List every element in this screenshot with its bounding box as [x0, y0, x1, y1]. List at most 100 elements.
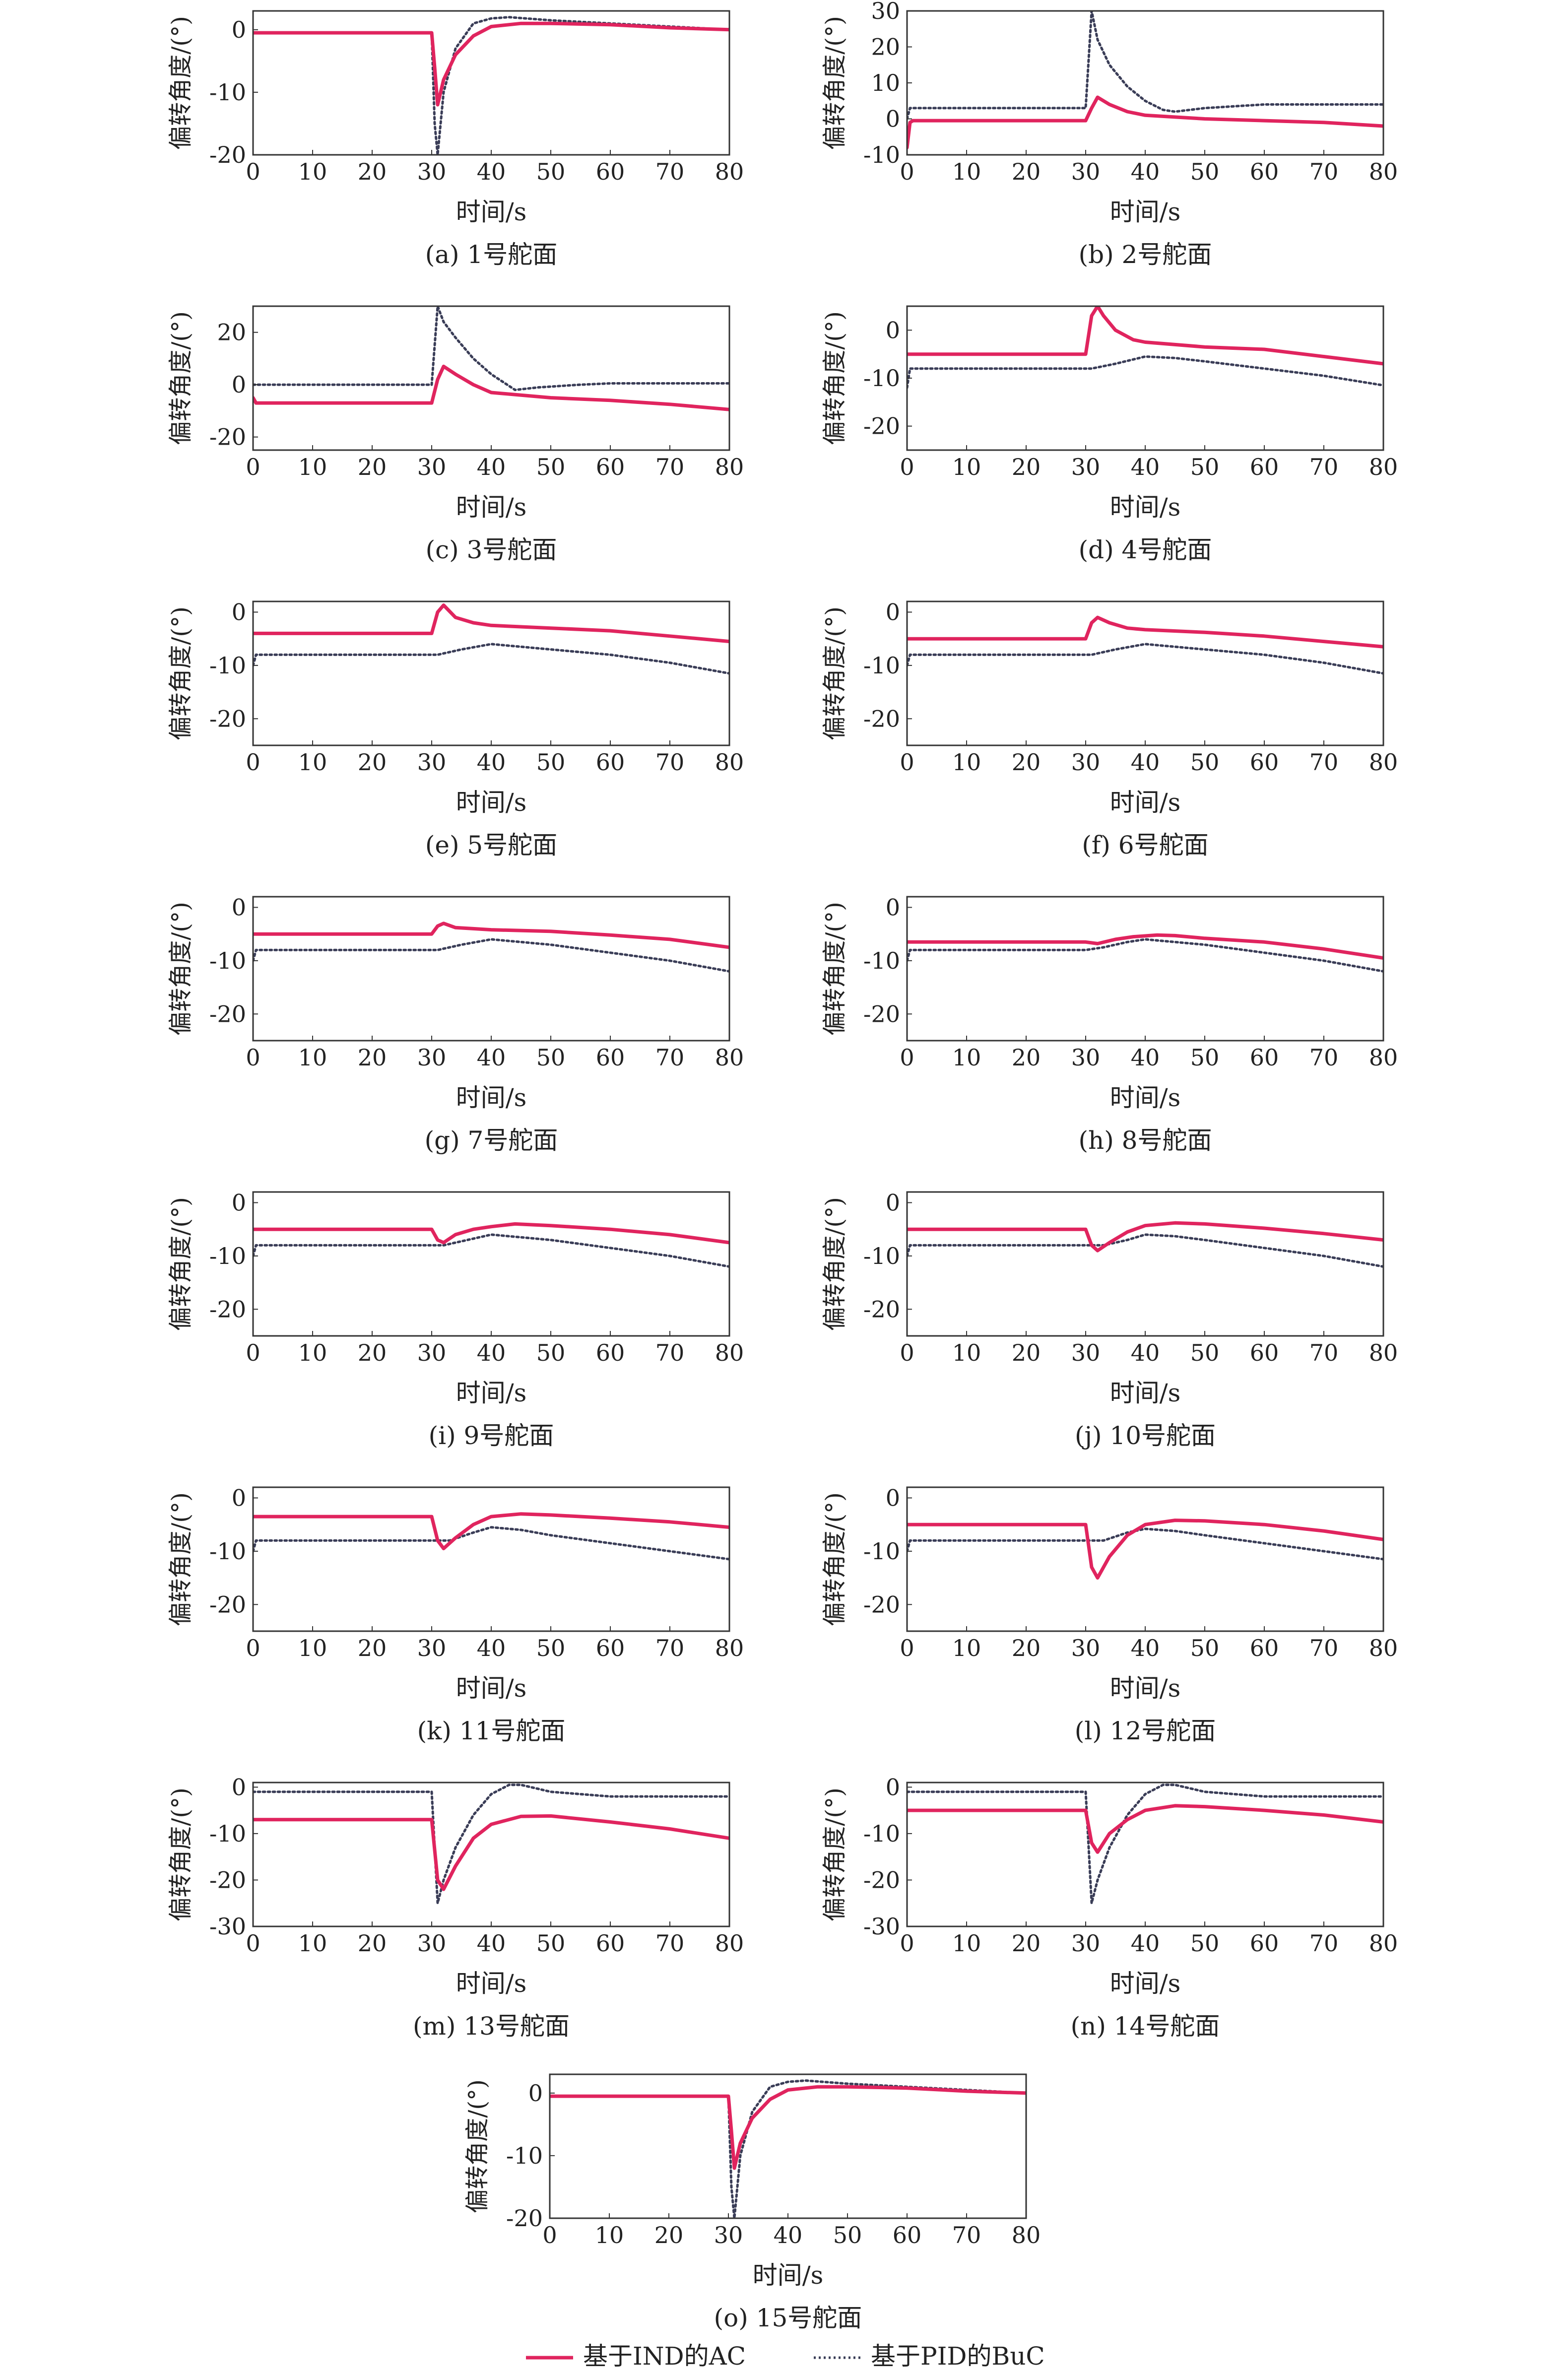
x-tick-label: 50 — [536, 749, 566, 776]
y-axis-label: 偏转角度/(°) — [821, 902, 848, 1036]
series-group — [907, 1784, 1383, 1905]
x-tick-label: 20 — [358, 1044, 387, 1071]
series-group — [253, 922, 729, 973]
subplot-caption: (d) 4号舵面 — [1079, 535, 1212, 564]
y-tick-label: -20 — [863, 1296, 900, 1322]
x-axis-label: 时间/s — [456, 1379, 527, 1407]
x-tick-label: 80 — [1369, 1635, 1398, 1661]
subplot-11: 0 10 20 30 40 50 60 70 80 0 -10 -20 偏转角度/(°) 时间/s (k) … — [167, 1484, 744, 1745]
x-tick-label: 80 — [1012, 2222, 1041, 2248]
y-tick-label: 0 — [232, 598, 246, 625]
x-tick-label: 70 — [952, 2222, 981, 2248]
x-tick-label: 20 — [358, 454, 387, 480]
x-axis-label: 时间/s — [1110, 1379, 1181, 1407]
y-tick-label: -10 — [863, 947, 900, 974]
x-axis-label: 时间/s — [456, 788, 527, 817]
series-line-pid-buc — [907, 1233, 1383, 1268]
subplot-1: 0 10 20 30 40 50 60 70 80 0 -10 -20 偏转角度/(°) 时间/s (a) … — [167, 10, 744, 269]
series-line-pid-buc — [907, 643, 1383, 675]
y-tick-label: -10 — [209, 652, 246, 679]
series-line-ind-ac — [907, 933, 1383, 960]
x-tick-label: 10 — [952, 1930, 981, 1957]
x-tick-label: 80 — [1369, 454, 1398, 480]
x-tick-label: 70 — [655, 1930, 685, 1957]
subplot-15: 0 10 20 30 40 50 60 70 80 0 -10 -20 偏转角度/(°) 时间/s (o) … — [463, 2073, 1041, 2332]
series-line-ind-ac — [253, 603, 729, 644]
x-tick-label: 20 — [1012, 454, 1041, 480]
series-line-pid-buc — [253, 16, 729, 155]
series-line-ind-ac — [253, 1512, 729, 1550]
x-tick-label: 40 — [1131, 1930, 1160, 1957]
x-tick-label: 30 — [417, 1044, 447, 1071]
x-tick-label: 30 — [417, 1635, 447, 1661]
y-tick-label: -20 — [863, 1591, 900, 1618]
series-group — [550, 2079, 1026, 2218]
series-group — [907, 11, 1383, 149]
x-tick-label: 70 — [655, 158, 685, 185]
y-tick-label: -20 — [863, 705, 900, 732]
x-tick-label: 10 — [952, 749, 981, 776]
y-tick-label: -10 — [863, 1538, 900, 1565]
x-axis-label: 时间/s — [1110, 1969, 1181, 1998]
x-tick-label: 50 — [1190, 158, 1220, 185]
subplot-caption: (c) 3号舵面 — [426, 535, 557, 564]
x-tick-label: 20 — [1012, 158, 1041, 185]
x-tick-label: 70 — [655, 1635, 685, 1661]
x-tick-label: 40 — [1131, 1044, 1160, 1071]
subplot-2: 0 10 20 30 40 50 60 70 803020100-10偏转角度/(°)时间/s(… — [821, 0, 1398, 269]
subplot-7: 0 10 20 30 40 50 60 70 80 0 -10 -20 偏转角度/(°) 时间/s (g) … — [167, 894, 744, 1155]
y-tick-label: 0 — [232, 371, 246, 398]
x-axis-label: 时间/s — [456, 1083, 527, 1112]
series-line-pid-buc — [253, 643, 729, 675]
x-tick-label: 60 — [1250, 1339, 1279, 1366]
series-group — [253, 306, 729, 411]
x-tick-label: 30 — [1071, 454, 1101, 480]
x-tick-label: 80 — [715, 749, 744, 776]
subplot-caption: (j) 10号舵面 — [1075, 1421, 1216, 1450]
y-axis-label: 偏转角度/(°) — [167, 1787, 195, 1921]
y-tick-label: -10 — [863, 141, 900, 168]
x-tick-label: 80 — [715, 1635, 744, 1661]
x-tick-label: 60 — [596, 1339, 625, 1366]
x-tick-label: 20 — [1012, 1339, 1041, 1366]
plot-frame — [906, 1782, 1384, 1927]
x-tick-label: 20 — [358, 158, 387, 185]
x-tick-label: 40 — [1131, 158, 1160, 185]
x-tick-label: 80 — [1369, 1339, 1398, 1366]
x-tick-label: 50 — [536, 1930, 566, 1957]
x-axis-label: 时间/s — [1110, 1083, 1181, 1112]
subplot-caption: (i) 9号舵面 — [429, 1421, 554, 1450]
subplot-caption: (b) 2号舵面 — [1079, 240, 1212, 269]
y-tick-label: -10 — [209, 1820, 246, 1847]
x-tick-label: 0 — [246, 158, 260, 185]
plot-frame — [252, 305, 730, 451]
y-tick-label: 0 — [886, 894, 900, 921]
subplots: 0 10 20 30 40 50 60 70 800-10-20偏转角度/(°)时间/s(a) … — [167, 0, 1398, 2332]
x-tick-label: 40 — [1131, 749, 1160, 776]
y-tick-label: -20 — [506, 2205, 543, 2232]
x-tick-label: 50 — [536, 454, 566, 480]
x-tick-label: 40 — [477, 1044, 506, 1071]
y-axis-label: 偏转角度/(°) — [463, 2079, 491, 2213]
y-axis-label: 偏转角度/(°) — [167, 902, 195, 1036]
subplot-caption: (l) 12号舵面 — [1075, 1717, 1216, 1745]
y-axis-label: 偏转角度/(°) — [167, 311, 195, 445]
x-tick-label: 30 — [417, 454, 447, 480]
y-tick-label: -20 — [209, 424, 246, 451]
x-tick-label: 10 — [595, 2222, 624, 2248]
x-tick-label: 20 — [358, 1930, 387, 1957]
x-tick-label: 70 — [1309, 1930, 1339, 1957]
series-group — [253, 603, 729, 675]
x-tick-label: 70 — [1309, 749, 1339, 776]
y-tick-label: -20 — [209, 1000, 246, 1027]
x-tick-label: 60 — [596, 749, 625, 776]
x-tick-label: 60 — [1250, 749, 1279, 776]
series-group — [253, 1784, 729, 1905]
x-tick-label: 0 — [900, 1635, 914, 1661]
series-group — [253, 1512, 729, 1561]
x-tick-label: 20 — [654, 2222, 684, 2248]
x-tick-label: 80 — [1369, 749, 1398, 776]
x-tick-label: 40 — [1131, 454, 1160, 480]
x-tick-label: 60 — [596, 454, 625, 480]
y-axis-label: 偏转角度/(°) — [821, 1197, 848, 1331]
